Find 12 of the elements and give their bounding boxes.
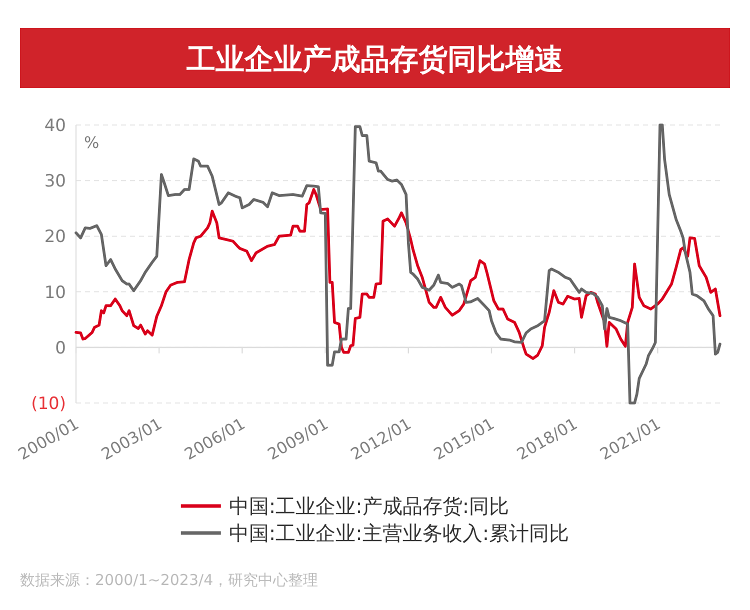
chart-title: 工业企业产成品存货同比增速 [186,42,564,76]
source-note: 数据来源：2000/1~2023/4，研究中心整理 [20,571,318,589]
y-axis-title: % [84,133,100,152]
y-tick-label: 40 [44,116,66,136]
title-banner: 工业企业产成品存货同比增速 [20,28,730,88]
y-tick-label: (10) [31,394,66,414]
legend-label: 中国:工业企业:产成品存货:同比 [228,494,510,518]
y-tick-label: 0 [55,338,66,358]
y-tick-label: 10 [44,282,66,303]
y-tick-label: 30 [44,172,66,192]
y-tick-label: 20 [44,227,66,248]
legend-label: 中国:工业企业:主营业务收入:累计同比 [228,521,570,545]
